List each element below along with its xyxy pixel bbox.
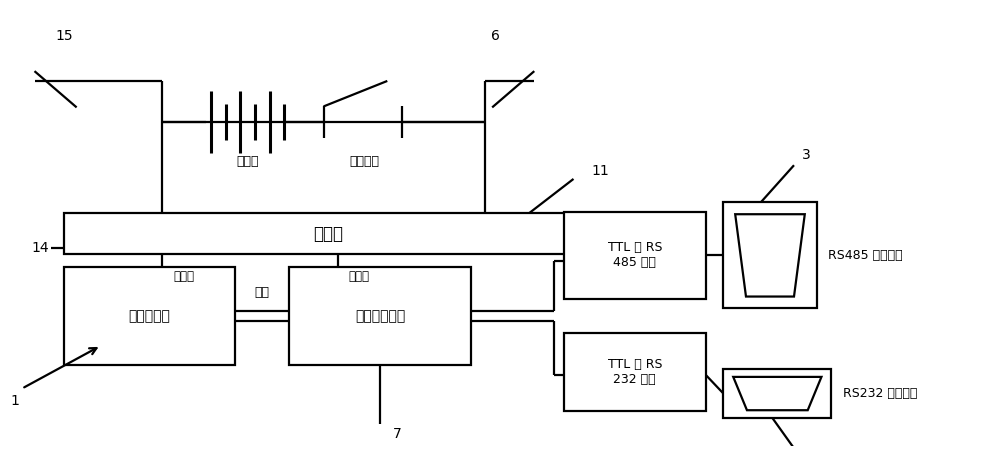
Text: 15: 15 — [55, 29, 73, 43]
Text: RS485 通讯接口: RS485 通讯接口 — [828, 249, 903, 262]
Text: 7: 7 — [393, 427, 402, 441]
Text: 1: 1 — [10, 394, 19, 409]
Text: 内置集成板卡: 内置集成板卡 — [355, 309, 405, 323]
FancyBboxPatch shape — [723, 202, 817, 308]
Text: RS232 通讯接口: RS232 通讯接口 — [843, 387, 917, 400]
FancyBboxPatch shape — [564, 333, 706, 411]
Text: 端子排: 端子排 — [314, 225, 344, 243]
FancyBboxPatch shape — [289, 267, 471, 365]
Text: 电源线: 电源线 — [348, 270, 369, 284]
Text: TTL 转 RS
232 模块: TTL 转 RS 232 模块 — [608, 358, 662, 386]
Text: 显示操作屏: 显示操作屏 — [129, 309, 171, 323]
Text: 14: 14 — [32, 241, 49, 255]
Text: 电源开关: 电源开关 — [350, 155, 380, 168]
Text: 电源线: 电源线 — [174, 270, 195, 284]
Text: TTL 转 RS
485 模块: TTL 转 RS 485 模块 — [608, 241, 662, 270]
Text: 3: 3 — [802, 148, 811, 162]
Text: 6: 6 — [491, 29, 500, 43]
FancyBboxPatch shape — [723, 369, 831, 418]
FancyBboxPatch shape — [64, 267, 235, 365]
Text: 11: 11 — [591, 164, 609, 178]
Text: 锂电池: 锂电池 — [236, 155, 258, 168]
Text: 通讯: 通讯 — [255, 286, 270, 299]
FancyBboxPatch shape — [564, 212, 706, 298]
FancyBboxPatch shape — [64, 213, 593, 254]
